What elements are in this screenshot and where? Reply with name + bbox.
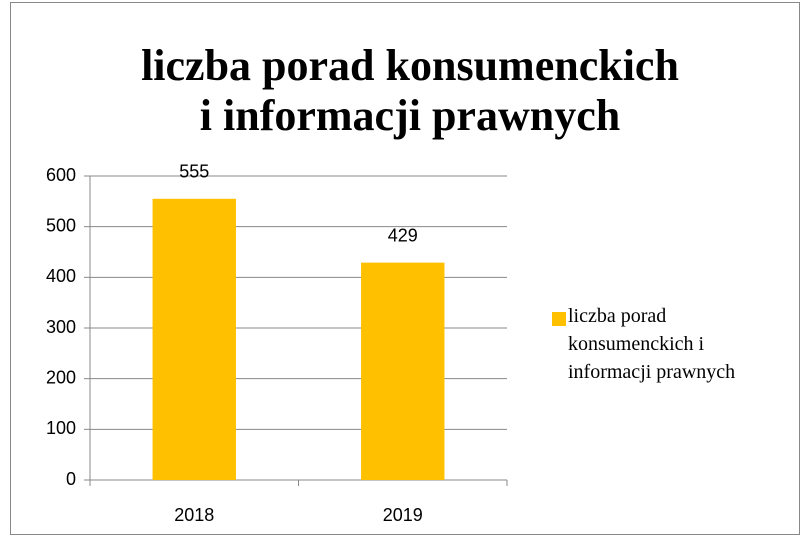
y-tick-label: 100: [46, 418, 76, 438]
legend-label: liczba porad konsumenckich i informacji …: [568, 305, 736, 383]
x-tick-label: 2019: [383, 505, 423, 525]
chart-title: liczba porad konsumenckich: [141, 41, 679, 90]
y-tick-label: 600: [46, 165, 76, 185]
data-label: 429: [388, 225, 418, 245]
y-tick-label: 400: [46, 266, 76, 286]
y-tick-label: 300: [46, 317, 76, 337]
chart-title: i informacji prawnych: [200, 91, 620, 140]
bar: [152, 198, 236, 481]
data-label: 555: [179, 162, 209, 182]
y-tick-label: 500: [46, 215, 76, 235]
chart-border: [10, 2, 800, 535]
legend-swatch: [552, 312, 566, 326]
y-tick-label: 0: [66, 469, 76, 489]
y-tick-label: 200: [46, 367, 76, 387]
bar: [361, 262, 445, 480]
x-tick-label: 2018: [174, 505, 214, 525]
